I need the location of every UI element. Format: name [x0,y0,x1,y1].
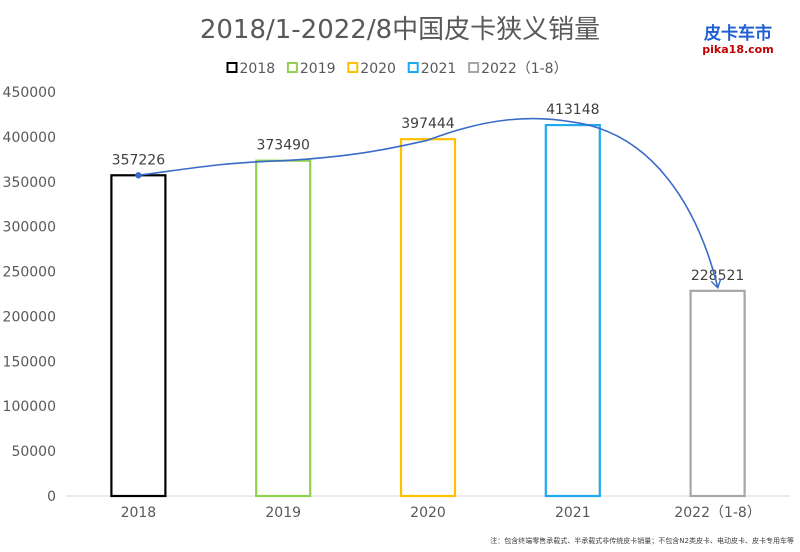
data-labels: 357226 373490 397444 413148 228521 [112,102,745,284]
legend-swatch [347,62,359,73]
y-axis: 0 50000 100000 150000 200000 250000 300000 3500… [3,85,56,505]
x-axis: 2018 2019 2020 2021 2022（1-8） [121,505,761,521]
data-label: 228521 [691,268,744,284]
y-tick-label: 250000 [3,265,56,281]
legend-swatch [286,62,298,73]
bar-2 [255,159,312,498]
x-tick-label: 2020 [410,505,446,521]
data-label: 413148 [546,102,599,118]
data-label: 373490 [256,138,309,154]
x-tick-label: 2019 [265,505,301,521]
x-tick-label: 2018 [121,505,157,521]
legend-label: 2018 [240,61,276,77]
legend-label: 2022（1-8） [481,61,567,77]
y-tick-label: 150000 [3,354,56,370]
bar-5 [689,289,746,498]
chart-title: 2018/1-2022/8中国皮卡狭义销量 [200,15,600,45]
data-label: 357226 [112,152,166,168]
y-tick-label: 50000 [11,444,56,460]
bar-1 [110,174,167,498]
bars [110,123,746,498]
y-tick-label: 0 [47,489,56,505]
x-tick-label: 2022（1-8） [674,505,761,521]
y-tick-label: 100000 [3,399,56,415]
y-tick-label: 450000 [3,85,56,101]
legend-swatch [468,62,480,73]
bar-4 [544,123,601,498]
legend-label: 2021 [421,61,457,77]
trend-curve [135,117,717,287]
footnote: 注：包含终端零售承载式、半承载式非传统皮卡销量；不包含N2类皮卡、电动皮卡、皮卡… [490,536,794,545]
trend-line [138,117,717,287]
legend-swatch [407,62,419,73]
logo-text: 皮卡车市 [704,23,772,44]
legend-label: 2019 [300,61,336,77]
y-tick-label: 300000 [3,220,56,236]
y-tick-label: 200000 [3,309,56,325]
logo: 皮卡车市 pika18.com [702,23,773,56]
legend-swatch [226,62,238,73]
data-label: 397444 [401,116,455,132]
legend-label: 2020 [360,61,396,77]
trend-start-point [135,172,142,179]
y-tick-label: 400000 [3,130,56,146]
bar-3 [399,138,457,498]
logo-url: pika18.com [702,43,773,56]
x-tick-label: 2021 [555,505,591,521]
legend: 2018 2019 2020 2021 2022（1-8） [226,61,568,77]
y-tick-label: 350000 [3,175,56,191]
